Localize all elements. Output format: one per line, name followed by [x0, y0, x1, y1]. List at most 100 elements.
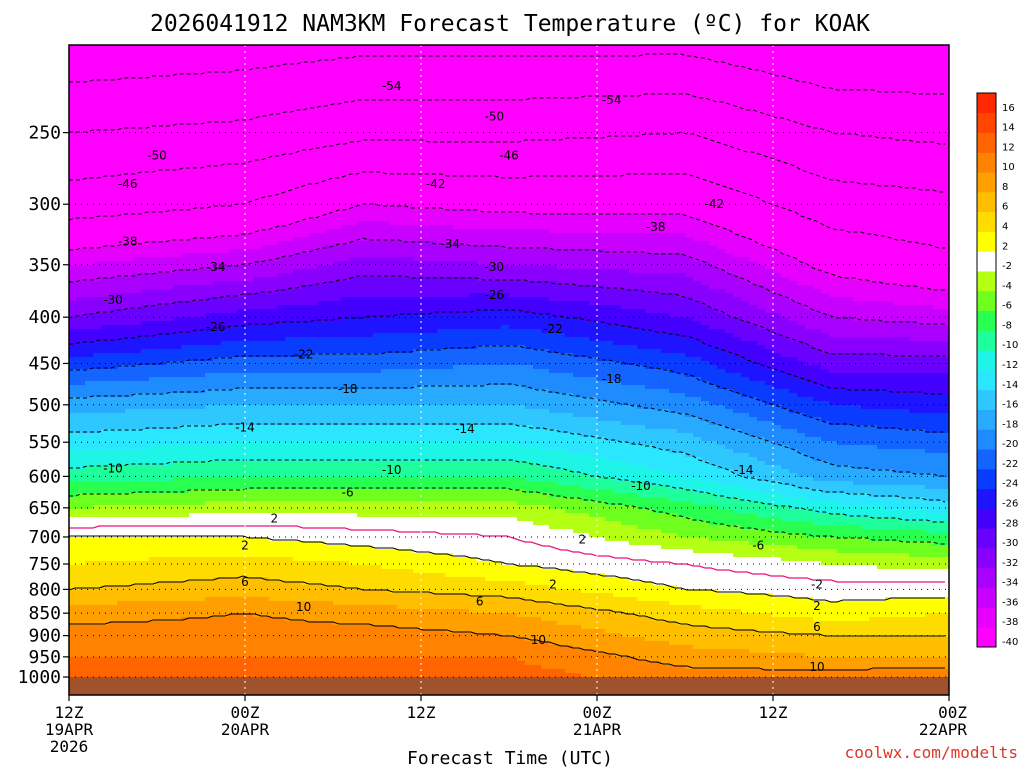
temperature-cell	[93, 665, 102, 670]
temperature-cell	[261, 193, 270, 198]
temperature-cell	[221, 237, 230, 242]
temperature-cell	[205, 509, 214, 514]
temperature-cell	[309, 557, 318, 562]
temperature-cell	[221, 669, 230, 674]
temperature-cell	[133, 381, 142, 386]
temperature-cell	[85, 69, 94, 74]
temperature-cell	[69, 229, 78, 234]
temperature-cell	[205, 301, 214, 306]
temperature-cell	[189, 77, 198, 82]
temperature-cell	[253, 449, 262, 454]
temperature-cell	[149, 97, 158, 102]
temperature-cell	[125, 201, 134, 206]
temperature-cell	[157, 293, 166, 298]
temperature-cell	[253, 337, 262, 342]
temperature-cell	[149, 641, 158, 646]
temperature-cell	[237, 269, 246, 274]
temperature-cell	[277, 513, 286, 518]
temperature-cell	[253, 597, 262, 602]
temperature-cell	[77, 153, 86, 158]
temperature-cell	[77, 597, 86, 602]
temperature-cell	[77, 197, 86, 202]
temperature-cell	[125, 561, 134, 566]
temperature-cell	[293, 437, 302, 442]
temperature-cell	[181, 381, 190, 386]
temperature-cell	[181, 489, 190, 494]
temperature-cell	[253, 49, 262, 54]
temperature-cell	[189, 585, 198, 590]
temperature-cell	[309, 513, 318, 518]
temperature-cell	[77, 529, 86, 534]
temperature-cell	[245, 489, 254, 494]
temperature-cell	[157, 73, 166, 78]
temperature-cell	[301, 641, 310, 646]
temperature-cell	[293, 365, 302, 370]
temperature-cell	[181, 325, 190, 330]
temperature-cell	[221, 641, 230, 646]
temperature-cell	[309, 257, 318, 262]
temperature-cell	[149, 101, 158, 106]
temperature-cell	[301, 333, 310, 338]
temperature-cell	[93, 541, 102, 546]
temperature-cell	[229, 165, 238, 170]
temperature-cell	[157, 381, 166, 386]
temperature-cell	[213, 665, 222, 670]
temperature-cell	[85, 133, 94, 138]
temperature-cell	[301, 61, 310, 66]
temperature-cell	[197, 649, 206, 654]
temperature-cell	[109, 197, 118, 202]
temperature-cell	[189, 609, 198, 614]
temperature-cell	[157, 237, 166, 242]
temperature-cell	[189, 649, 198, 654]
temperature-cell	[317, 393, 326, 398]
temperature-cell	[261, 169, 270, 174]
temperature-cell	[141, 133, 150, 138]
temperature-cell	[117, 169, 126, 174]
temperature-cell	[229, 409, 238, 414]
temperature-cell	[205, 333, 214, 338]
temperature-cell	[125, 285, 134, 290]
temperature-cell	[293, 101, 302, 106]
temperature-cell	[69, 381, 78, 386]
temperature-cell	[309, 621, 318, 626]
temperature-cell	[237, 409, 246, 414]
temperature-cell	[253, 353, 262, 358]
temperature-cell	[277, 449, 286, 454]
temperature-cell	[189, 465, 198, 470]
temperature-cell	[189, 529, 198, 534]
temperature-cell	[189, 469, 198, 474]
temperature-cell	[165, 629, 174, 634]
temperature-cell	[253, 465, 262, 470]
temperature-cell	[117, 373, 126, 378]
temperature-cell	[285, 201, 294, 206]
temperature-cell	[269, 657, 278, 662]
temperature-cell	[85, 581, 94, 586]
temperature-cell	[213, 205, 222, 210]
temperature-cell	[205, 477, 214, 482]
temperature-cell	[157, 449, 166, 454]
temperature-cell	[205, 381, 214, 386]
temperature-cell	[69, 281, 78, 286]
temperature-cell	[309, 177, 318, 182]
temperature-cell	[181, 173, 190, 178]
temperature-cell	[189, 117, 198, 122]
temperature-cell	[165, 285, 174, 290]
temperature-cell	[69, 221, 78, 226]
temperature-cell	[285, 561, 294, 566]
temperature-cell	[197, 113, 206, 118]
temperature-cell	[197, 129, 206, 134]
temperature-cell	[277, 161, 286, 166]
temperature-cell	[261, 321, 270, 326]
temperature-cell	[213, 213, 222, 218]
temperature-cell	[189, 633, 198, 638]
temperature-cell	[205, 225, 214, 230]
temperature-cell	[69, 181, 78, 186]
temperature-cell	[85, 317, 94, 322]
temperature-cell	[301, 365, 310, 370]
temperature-cell	[157, 657, 166, 662]
temperature-cell	[213, 465, 222, 470]
temperature-cell	[189, 137, 198, 142]
temperature-cell	[93, 325, 102, 330]
temperature-cell	[269, 429, 278, 434]
temperature-cell	[101, 529, 110, 534]
